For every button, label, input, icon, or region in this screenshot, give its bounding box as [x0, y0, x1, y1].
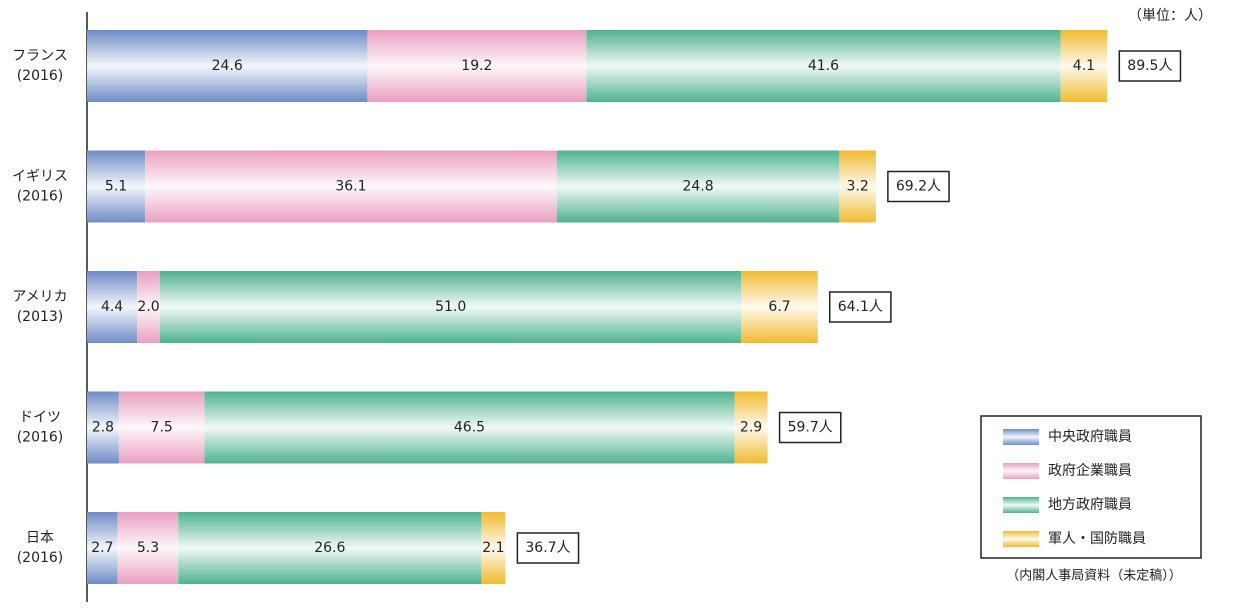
- value-label: 24.8: [682, 179, 713, 195]
- bar-segment: [204, 391, 735, 464]
- value-label: 3.2: [847, 179, 869, 195]
- value-label: 2.7: [91, 540, 113, 556]
- bar-segment: [87, 150, 146, 223]
- bar-segment: [117, 512, 179, 584]
- legend-label: 軍人・国防職員: [1048, 531, 1146, 547]
- category-label: ドイツ: [19, 410, 61, 426]
- value-label: 4.1: [1073, 58, 1095, 74]
- bar-segment: [137, 271, 160, 343]
- total-box: [778, 411, 842, 444]
- total-box: [1118, 50, 1182, 82]
- bar-segment: [159, 271, 742, 343]
- unit-note: （単位：人）: [1128, 8, 1212, 24]
- bar-segment: [178, 512, 482, 584]
- total-label: 59.7人: [788, 420, 833, 436]
- bar-segment: [734, 391, 768, 464]
- total-label: 36.7人: [525, 540, 570, 556]
- value-label: 2.1: [482, 540, 504, 556]
- value-label: 26.6: [314, 540, 345, 556]
- total-label: 69.2人: [896, 179, 941, 195]
- value-label: 2.9: [740, 420, 762, 436]
- category-label: 日本: [26, 530, 54, 546]
- value-label: 7.5: [151, 420, 173, 436]
- legend-label: 中央政府職員: [1048, 429, 1132, 445]
- bar-segment: [118, 391, 205, 464]
- value-label: 6.7: [768, 299, 790, 315]
- value-label: 2.0: [137, 299, 159, 315]
- category-label: アメリカ: [12, 289, 67, 305]
- legend-swatch: [1003, 429, 1039, 445]
- value-label: 5.1: [105, 179, 127, 195]
- category-year: (2013): [17, 309, 64, 325]
- category-year: (2016): [17, 430, 64, 446]
- legend-label: 政府企業職員: [1048, 462, 1132, 479]
- bar-segment: [556, 150, 840, 223]
- legend-label: 地方政府職員: [1048, 497, 1132, 513]
- value-label: 41.6: [808, 58, 839, 74]
- total-box: [828, 291, 892, 323]
- value-label: 51.0: [435, 299, 466, 315]
- total-label: 64.1人: [838, 299, 883, 315]
- bar-segment: [367, 30, 587, 102]
- value-label: 5.3: [137, 540, 159, 556]
- total-box: [516, 532, 580, 564]
- value-label: 4.4: [101, 299, 123, 315]
- bar-segment: [586, 30, 1061, 102]
- bar-segment: [145, 150, 557, 223]
- legend-swatch: [1003, 497, 1039, 513]
- bar-segment: [481, 512, 506, 584]
- bar-segment: [87, 271, 138, 343]
- bar-segment: [87, 30, 368, 102]
- category-year: (2016): [17, 68, 64, 84]
- bar-segment: [87, 391, 119, 464]
- bar-segment: [839, 150, 876, 223]
- bar-segment: [87, 512, 118, 584]
- value-label: 36.1: [335, 179, 366, 195]
- total-box: [887, 170, 950, 203]
- category-label: イギリス: [12, 169, 68, 185]
- bar-segment: [741, 271, 818, 343]
- category-year: (2016): [17, 189, 64, 205]
- source-note: （内閣人事局資料（未定稿））: [1006, 568, 1182, 584]
- legend-swatch: [1003, 463, 1039, 479]
- legend-swatch: [1003, 531, 1039, 547]
- value-label: 24.6: [212, 58, 243, 74]
- value-label: 19.2: [461, 58, 492, 74]
- category-label: フランス: [12, 48, 68, 64]
- value-label: 2.8: [92, 420, 114, 436]
- category-year: (2016): [17, 550, 64, 566]
- value-label: 46.5: [454, 420, 485, 436]
- bar-segment: [1060, 30, 1108, 102]
- total-label: 89.5人: [1127, 58, 1172, 74]
